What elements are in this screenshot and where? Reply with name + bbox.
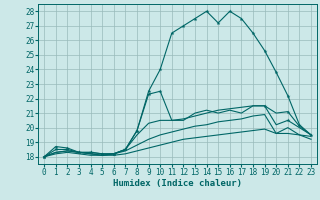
X-axis label: Humidex (Indice chaleur): Humidex (Indice chaleur)	[113, 179, 242, 188]
